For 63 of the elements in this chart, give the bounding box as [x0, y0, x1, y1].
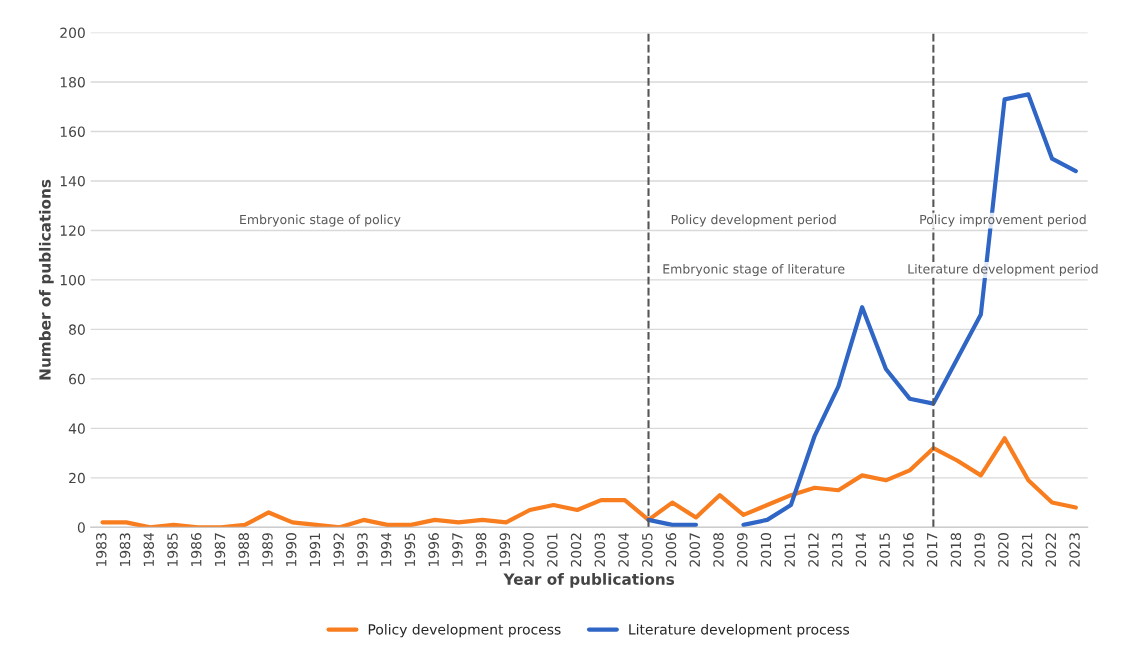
x-axis-title: Year of publications	[503, 573, 675, 588]
x-tick-label: 2004	[618, 532, 629, 567]
x-tick-label: 1992	[333, 533, 344, 566]
annotation: Embryonic stage of policy	[240, 214, 401, 227]
annotation: Literature development period	[908, 263, 1098, 277]
x-tick-label: 2003	[594, 533, 606, 567]
y-tick-label: 200	[60, 27, 85, 39]
x-tick-label: 2007	[689, 533, 701, 567]
x-tick-label: 2021	[1021, 533, 1033, 567]
x-tick-label: 1991	[309, 533, 321, 566]
line-series	[100, 436, 1078, 528]
x-tick-label: 2000	[523, 533, 534, 567]
x-tick-label: 1983	[96, 533, 107, 566]
x-tick-label: 1984	[143, 532, 155, 566]
x-tick-label: 2020	[998, 533, 1009, 567]
annotation: Policy improvement period	[920, 214, 1086, 227]
y-tick-label: 0	[77, 522, 85, 533]
x-tick-label: 2018	[950, 533, 962, 567]
x-tick-label: 1998	[475, 533, 487, 566]
y-tick-label: 100	[60, 274, 85, 286]
x-tick-label: 1997	[452, 533, 463, 566]
x-tick-label: 2019	[974, 533, 985, 567]
x-tick-label: 1994	[380, 532, 392, 566]
x-tick-label: 2022	[1045, 533, 1057, 567]
x-tick-label: 2010	[760, 533, 772, 567]
legend-label: Literature development process	[629, 623, 850, 638]
x-tick-label: 1989	[262, 533, 273, 566]
y-tick-label: 160	[60, 126, 85, 137]
x-tick-label: 2005	[642, 533, 653, 567]
x-tick-label: 2006	[665, 533, 677, 567]
x-tick-label: 2009	[736, 533, 748, 567]
x-tick-label: 1990	[285, 533, 297, 566]
x-tick-label: 2023	[1069, 533, 1080, 567]
x-tick-label: 1999	[499, 533, 511, 566]
x-tick-label: 1986	[190, 533, 202, 566]
y-tick-label: 140	[60, 175, 85, 187]
annotation: Policy development period	[671, 214, 836, 227]
x-tick-label: 2016	[903, 533, 914, 567]
y-tick-label: 80	[69, 324, 85, 335]
y-tick-label: 20	[69, 472, 85, 484]
x-tick-label: 1988	[238, 533, 249, 566]
x-tick-label: 2013	[831, 533, 843, 567]
x-tick-label: 2008	[713, 533, 724, 567]
x-tick-label: 2001	[547, 533, 558, 567]
x-tick-label: 1987	[214, 533, 226, 566]
x-tick-label: 1995	[404, 533, 416, 566]
y-tick-label: 180	[60, 76, 85, 88]
x-tick-label: 2012	[808, 533, 819, 567]
x-tick-label: 1985	[167, 533, 178, 566]
y-tick-label: 40	[68, 423, 85, 434]
y-axis-title: Number of publications	[38, 179, 54, 380]
legend-label: Policy development process	[368, 623, 561, 638]
annotation: Embryonic stage of literature	[663, 263, 845, 277]
x-tick-label: 2011	[784, 533, 795, 567]
x-tick-label: 1996	[428, 533, 439, 566]
x-tick-label: 1993	[357, 533, 368, 566]
y-tick-label: 60	[69, 373, 85, 385]
x-tick-label: 1983	[119, 533, 131, 566]
y-tick-label: 120	[60, 225, 85, 236]
x-tick-label: 2002	[570, 533, 582, 567]
x-tick-label: 2017	[926, 533, 938, 567]
x-tick-label: 2015	[879, 533, 890, 567]
x-tick-label: 2014	[855, 532, 867, 567]
